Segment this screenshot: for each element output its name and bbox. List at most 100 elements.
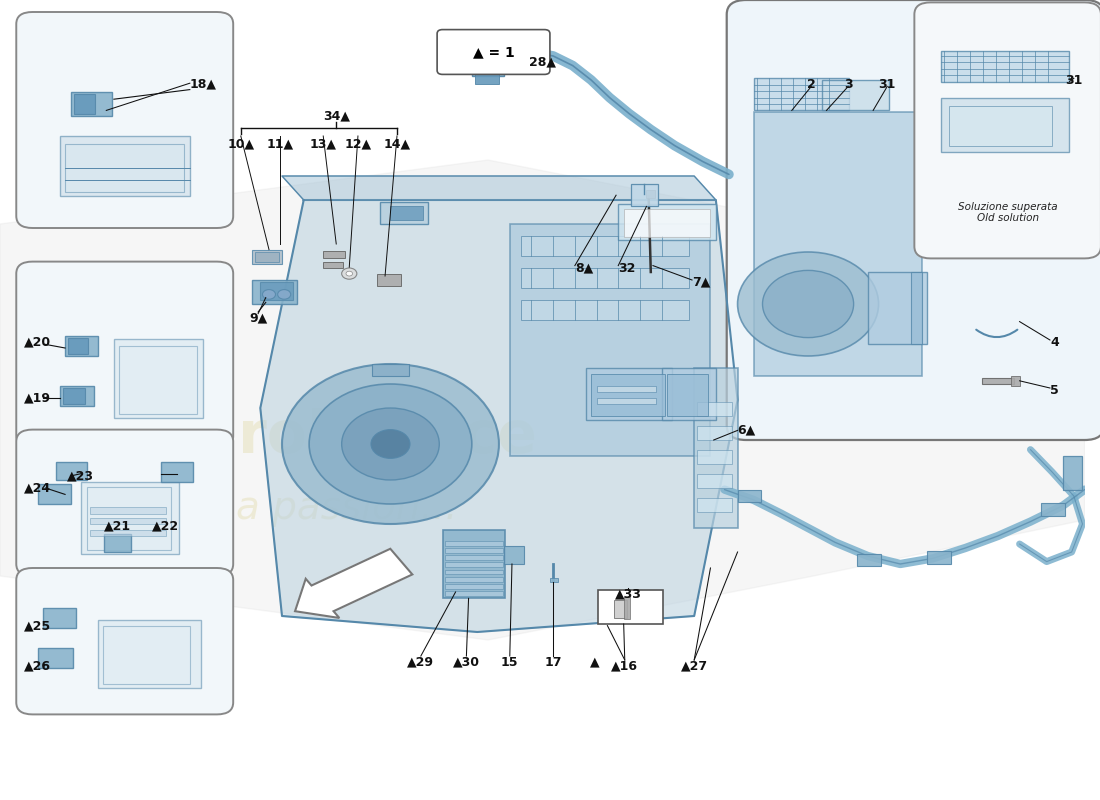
Text: ▲33: ▲33 <box>615 587 641 600</box>
Bar <box>520 268 689 288</box>
Bar <box>390 206 424 220</box>
FancyBboxPatch shape <box>16 12 233 228</box>
Bar <box>444 562 504 567</box>
Text: 32: 32 <box>618 262 636 274</box>
Bar <box>323 251 345 258</box>
Bar <box>585 368 672 420</box>
Bar <box>942 51 1069 82</box>
Bar <box>39 484 70 504</box>
Text: 9▲: 9▲ <box>249 312 267 325</box>
Circle shape <box>371 430 410 458</box>
Bar <box>596 386 657 392</box>
Bar <box>624 597 630 619</box>
Bar <box>372 364 409 376</box>
Text: ▲ = 1: ▲ = 1 <box>473 45 515 59</box>
Bar <box>591 374 664 416</box>
Bar <box>90 530 166 536</box>
Text: ▲16: ▲16 <box>612 659 638 672</box>
Bar <box>39 648 73 668</box>
Text: 31: 31 <box>1065 74 1082 86</box>
Text: 14▲: 14▲ <box>384 138 410 150</box>
Bar <box>822 80 890 110</box>
Bar <box>697 498 733 512</box>
Circle shape <box>342 268 356 279</box>
Bar <box>981 378 1014 384</box>
Bar <box>949 106 1052 146</box>
FancyBboxPatch shape <box>914 2 1100 258</box>
Text: 7▲: 7▲ <box>692 275 711 288</box>
Text: 17: 17 <box>544 656 562 669</box>
Text: 13▲: 13▲ <box>310 138 337 150</box>
Bar <box>697 426 733 440</box>
Text: 31: 31 <box>879 78 895 90</box>
Bar <box>444 541 504 546</box>
Bar <box>614 600 627 618</box>
Bar <box>444 577 504 582</box>
Bar <box>261 282 293 300</box>
Text: eurolicence: eurolicence <box>157 407 537 465</box>
Bar <box>661 368 716 420</box>
Bar <box>103 626 190 684</box>
Bar <box>694 368 738 528</box>
Bar <box>509 224 711 456</box>
Bar <box>472 60 505 76</box>
Text: ▲30: ▲30 <box>453 656 480 669</box>
Text: 2: 2 <box>807 78 816 90</box>
Polygon shape <box>261 200 738 632</box>
Text: ▲23: ▲23 <box>67 470 95 482</box>
Bar <box>442 530 505 598</box>
Bar <box>738 490 761 502</box>
Text: 18▲: 18▲ <box>190 78 217 90</box>
Bar <box>475 72 499 84</box>
Bar <box>631 184 659 206</box>
Text: ▲: ▲ <box>590 656 600 669</box>
Bar <box>377 274 402 286</box>
Bar <box>505 546 524 564</box>
Circle shape <box>309 384 472 504</box>
Bar <box>754 112 922 376</box>
Circle shape <box>263 290 275 299</box>
Bar <box>444 591 504 596</box>
Bar <box>520 236 689 256</box>
Bar <box>98 620 200 688</box>
Bar <box>597 590 662 624</box>
Bar <box>59 386 95 406</box>
Bar <box>624 209 711 237</box>
Text: ▲25: ▲25 <box>24 619 51 632</box>
Bar <box>942 98 1069 152</box>
Bar <box>323 262 343 268</box>
Circle shape <box>762 270 854 338</box>
Bar <box>444 570 504 574</box>
Bar <box>444 555 504 560</box>
Bar <box>1011 376 1020 386</box>
Text: a passion...: a passion... <box>236 489 458 527</box>
Text: 12▲: 12▲ <box>344 138 372 150</box>
Bar <box>65 336 98 356</box>
Text: ▲20: ▲20 <box>24 336 51 349</box>
Circle shape <box>277 290 290 299</box>
Text: 8▲: 8▲ <box>575 262 593 274</box>
Bar <box>911 272 922 344</box>
Bar <box>667 374 708 416</box>
Bar <box>119 346 197 414</box>
Circle shape <box>738 252 879 356</box>
Text: ▲19: ▲19 <box>24 392 51 405</box>
Bar <box>70 92 112 116</box>
Polygon shape <box>282 176 716 200</box>
Text: 34▲: 34▲ <box>322 110 350 122</box>
Bar <box>927 551 952 564</box>
Text: 5: 5 <box>1049 384 1058 397</box>
Circle shape <box>282 364 499 524</box>
Bar <box>56 462 87 480</box>
Bar <box>63 388 85 404</box>
Text: 15: 15 <box>500 656 518 669</box>
Bar <box>65 144 185 192</box>
Bar <box>868 272 927 344</box>
Text: 10▲: 10▲ <box>228 138 254 150</box>
FancyBboxPatch shape <box>727 0 1100 440</box>
Bar <box>74 94 96 114</box>
Bar <box>104 534 131 552</box>
Bar <box>697 450 733 464</box>
Bar <box>81 482 179 554</box>
Bar <box>252 250 282 264</box>
